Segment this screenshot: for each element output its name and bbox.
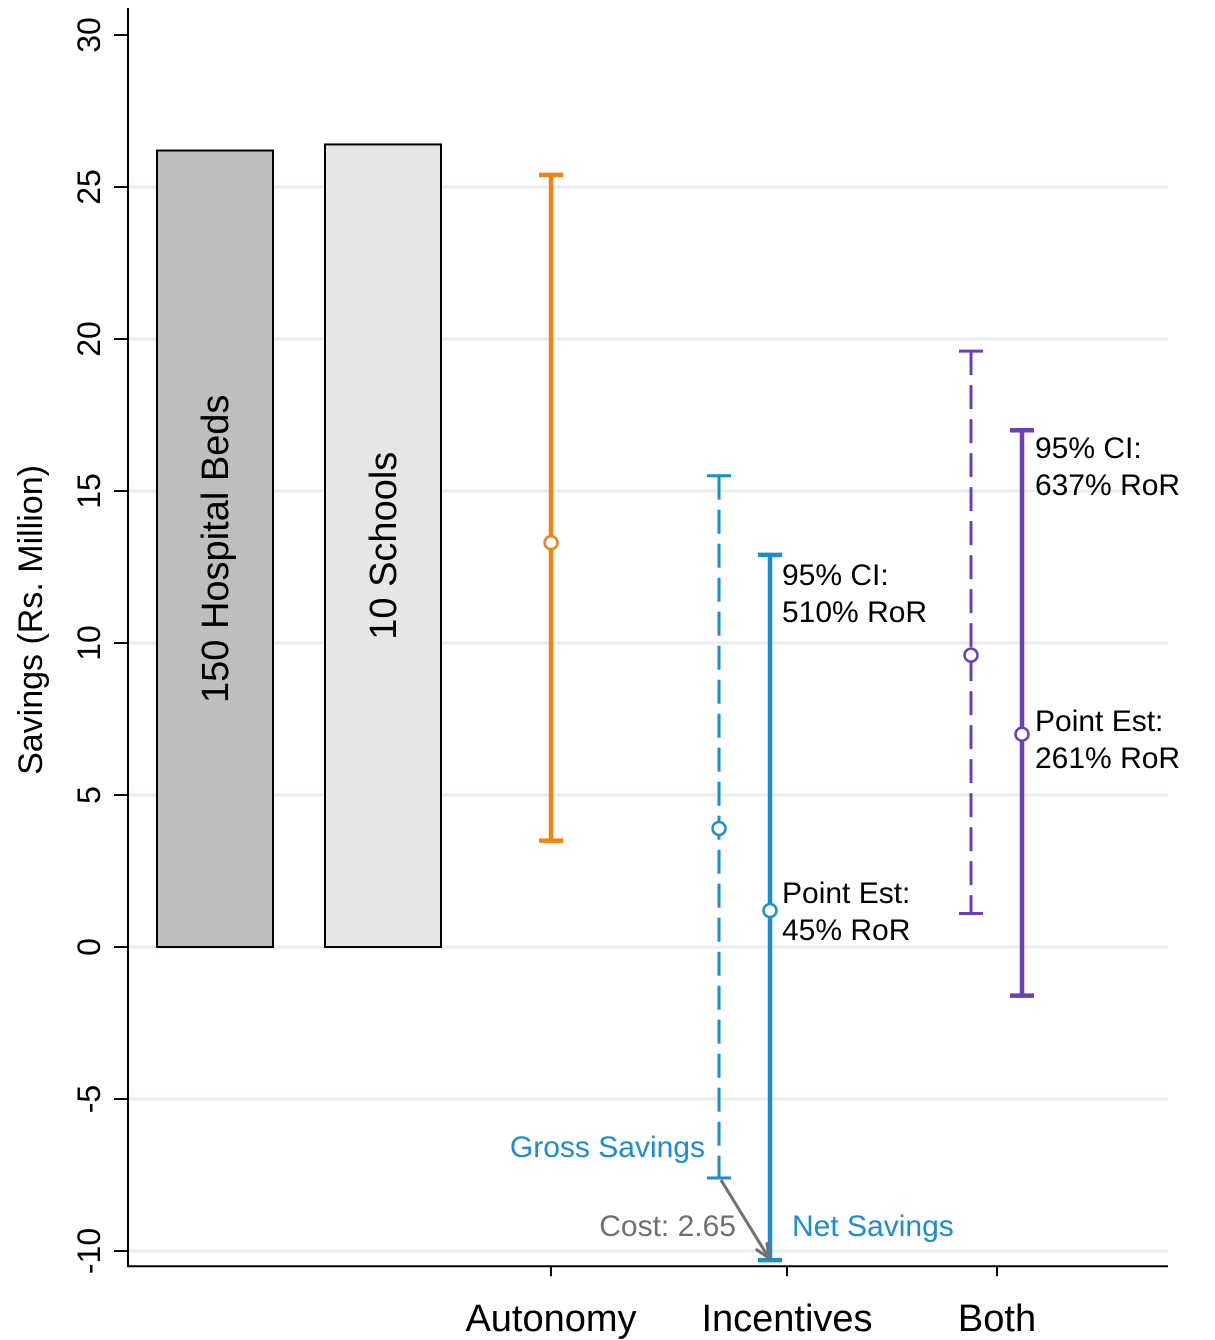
- point-estimate-marker: [711, 820, 727, 837]
- axes: -10 -5 0 5 10 15 20 25 30 Autonomy Incentives Both: [71, 8, 1168, 1340]
- point-estimate-marker: [1014, 726, 1030, 742]
- y-axis-title: Savings (Rs. Million): [12, 465, 50, 775]
- y-tick-label: -10: [71, 1228, 107, 1274]
- x-category-label: Autonomy: [465, 1298, 636, 1340]
- y-tick-label: 20: [71, 321, 107, 357]
- incentives-point-annotation-line1: Point Est:: [782, 877, 910, 910]
- point-estimate-marker: [762, 902, 778, 919]
- incentives-ci-annotation-line1: 95% CI:: [782, 559, 889, 592]
- interval-incentives-net: [758, 552, 782, 1263]
- net-savings-label: Net Savings: [792, 1210, 954, 1243]
- cost-arrow-line: [719, 1179, 771, 1259]
- y-tick-label: 5: [71, 786, 107, 804]
- y-tick-label: 25: [71, 169, 107, 205]
- reference-bar: [324, 143, 442, 948]
- interval-both-net: [1010, 427, 1034, 998]
- point-estimate-marker: [543, 534, 559, 551]
- x-category-label: Incentives: [701, 1298, 872, 1340]
- y-tick-label: -5: [71, 1085, 107, 1113]
- y-tick-label: 0: [71, 938, 107, 956]
- annotations: 95% CI: 510% RoR Point Est: 45% RoR 95% CI: 6…: [510, 432, 1180, 1262]
- interval-autonomy-gross: [539, 172, 563, 843]
- reference-bars: 150 Hospital Beds 10 Schools: [156, 143, 442, 948]
- both-point-annotation-line2: 261% RoR: [1035, 742, 1180, 775]
- reference-bar-label: 150 Hospital Beds: [195, 395, 237, 703]
- grid-lines: [128, 185, 1168, 1253]
- incentives-point-annotation-line2: 45% RoR: [782, 914, 910, 947]
- x-category-label: Both: [958, 1298, 1036, 1340]
- cost-arrow-head: [754, 1242, 771, 1262]
- incentives-ci-annotation-line2: 510% RoR: [782, 596, 927, 629]
- gross-savings-label: Gross Savings: [510, 1131, 705, 1164]
- confidence-intervals: [539, 172, 1034, 1263]
- both-ci-annotation-line1: 95% CI:: [1035, 432, 1142, 465]
- y-tick-label: 30: [71, 17, 107, 53]
- y-tick-label: 15: [71, 473, 107, 509]
- point-estimate-marker: [963, 647, 979, 663]
- y-tick-label: 10: [71, 625, 107, 661]
- interval-both-gross: [959, 349, 983, 916]
- interval-incentives-gross: [707, 474, 731, 1180]
- cost-label: Cost: 2.65: [599, 1210, 736, 1243]
- both-ci-annotation-line2: 637% RoR: [1035, 469, 1180, 502]
- reference-bar-label: 10 Schools: [363, 452, 405, 640]
- both-point-annotation-line1: Point Est:: [1035, 705, 1163, 738]
- reference-bar: [156, 149, 274, 948]
